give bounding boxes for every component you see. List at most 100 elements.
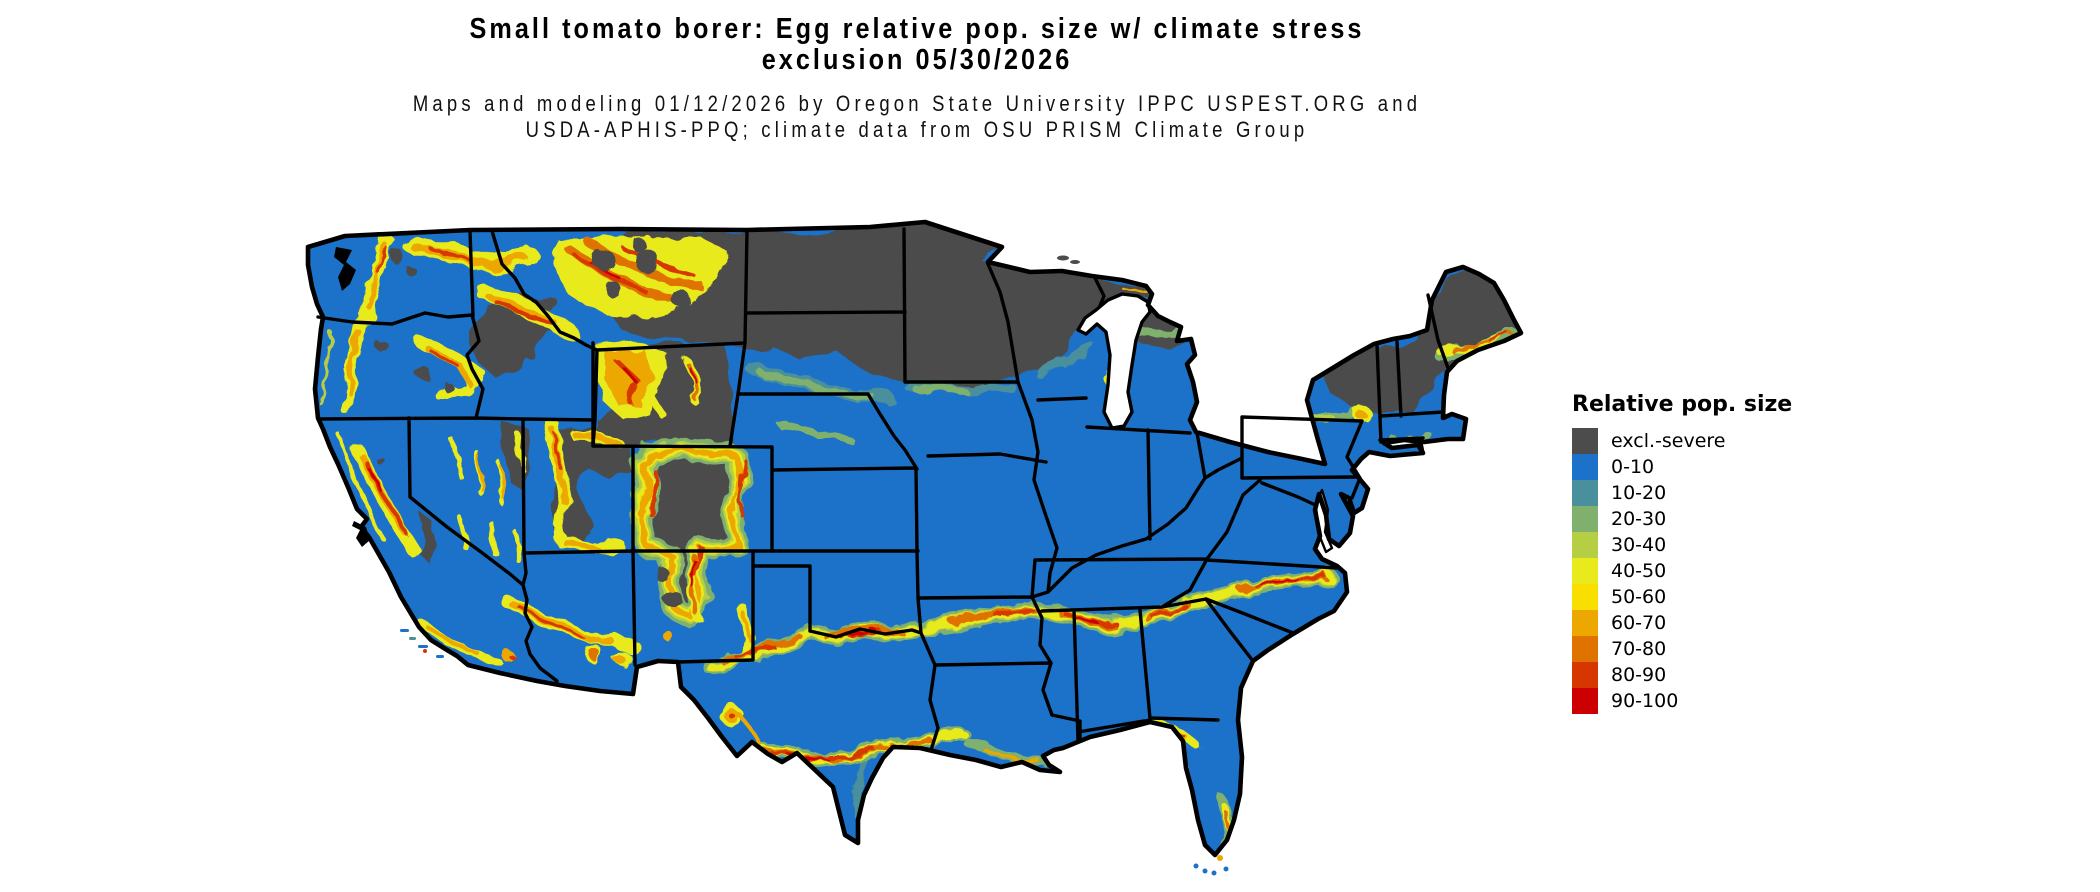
gray-pocket [655, 567, 669, 581]
isle-royale [1057, 255, 1069, 261]
map-title-line1: Small tomato borer: Egg relative pop. si… [469, 13, 1365, 45]
legend-swatch-excl [1572, 428, 1598, 454]
legend-item: 50-60 [1572, 584, 1792, 610]
legend-swatch-b20 [1572, 506, 1598, 532]
fringe-teal-3 [850, 758, 866, 819]
sierra-deepred [368, 468, 384, 494]
legend-title: Relative pop. size [1572, 392, 1793, 417]
yellowstone-deepred [620, 364, 640, 386]
gray-pocket [376, 340, 388, 352]
gray-pocket [442, 381, 452, 391]
idaho-red [494, 300, 558, 328]
san-francisco-bay [352, 521, 370, 547]
yellowstone-orange [603, 350, 655, 405]
gray-pocket [391, 250, 405, 264]
transition-fringe-layer [745, 326, 1433, 819]
gray-pocket [673, 291, 691, 309]
legend-item: 60-70 [1572, 610, 1792, 636]
island-red [423, 649, 427, 653]
subtitle-block: Maps and modeling 01/12/2026 by Oregon S… [0, 91, 1834, 143]
seaz-orange-1 [588, 648, 600, 660]
legend-label: excl.-severe [1611, 430, 1726, 452]
bighorn-deepred [689, 367, 697, 383]
wtx-davis-red [729, 713, 735, 719]
or-orange [346, 327, 360, 395]
gray-pocket [407, 267, 417, 277]
legend-swatch-b60 [1572, 610, 1598, 636]
legend-swatch-b90 [1572, 688, 1598, 714]
wasatch-red [552, 432, 562, 470]
legend-item: 70-80 [1572, 636, 1792, 662]
mogollon-red [518, 606, 582, 637]
gray-white-mtns [420, 512, 437, 564]
legend-label: 40-50 [1611, 560, 1667, 582]
map-subtitle-line1: Maps and modeling 01/12/2026 by Oregon S… [412, 91, 1422, 116]
legend-swatch-b80 [1572, 662, 1598, 688]
maine-red [1490, 332, 1510, 344]
key [1223, 866, 1229, 872]
gray-pocket [490, 318, 514, 342]
gray-pocket [633, 239, 647, 253]
gray-pocket [517, 343, 535, 361]
legend-swatch-b10 [1572, 480, 1598, 506]
socal-orange [426, 626, 480, 656]
legend-swatch-b40 [1572, 558, 1598, 584]
legend-swatch-b70 [1572, 636, 1598, 662]
key [1193, 863, 1199, 869]
legend-swatch-b30 [1572, 532, 1598, 558]
title-block: Small tomato borer: Egg relative pop. si… [0, 14, 1834, 76]
isle-royale-2 [1070, 260, 1080, 264]
florida-keys [1193, 855, 1229, 876]
nv-orange [476, 454, 507, 502]
puget-sound [334, 247, 356, 291]
legend-swatch-b50 [1572, 584, 1598, 610]
gray-pockets-layer [376, 239, 691, 607]
legend-label: 80-90 [1611, 664, 1667, 686]
legend-swatch-b0 [1572, 454, 1598, 480]
gray-pocket [604, 280, 620, 296]
legend-label: 90-100 [1611, 690, 1679, 712]
cacoast-yg [320, 330, 332, 406]
legend-item: 10-20 [1572, 480, 1792, 506]
island [436, 655, 444, 658]
key [1211, 870, 1217, 876]
legend-label: 70-80 [1611, 638, 1667, 660]
wa-casc-orange [366, 241, 387, 309]
gray-pocket [579, 519, 591, 531]
legend-item: 30-40 [1572, 532, 1792, 558]
legend-item: 90-100 [1572, 688, 1792, 714]
island [418, 645, 428, 648]
legend-label: 10-20 [1611, 482, 1667, 504]
lake-michigan [1076, 292, 1152, 430]
island [409, 637, 416, 640]
channel-islands [400, 629, 444, 658]
map-title-line2: exclusion 05/30/2026 [761, 44, 1073, 76]
nm-west-orange [663, 631, 673, 641]
key-orange [1217, 855, 1223, 861]
sangre-deepred [690, 558, 696, 588]
blue-mtns-yellow [415, 336, 484, 400]
island [400, 629, 409, 632]
legend-item: 20-30 [1572, 506, 1792, 532]
gray-pocket [636, 250, 660, 274]
legend-label: 20-30 [1611, 508, 1667, 530]
legend-item: 80-90 [1572, 662, 1792, 688]
seaz-orange-2 [615, 655, 625, 665]
legend-items: excl.-severe 0-10 10-20 20-30 30-40 40-50 50-6… [1572, 428, 1792, 714]
legend-label: 60-70 [1611, 612, 1667, 634]
wa-red [376, 246, 472, 274]
band-lacoast-orange [984, 748, 1042, 764]
legend-label: 50-60 [1611, 586, 1667, 608]
socal-red [509, 654, 515, 660]
map-subtitle-line2: USDA-APHIS-PPQ; climate data from OSU PR… [525, 117, 1309, 142]
gray-pocket [540, 294, 556, 310]
blues-red [430, 350, 460, 368]
gray-utah-ranges [550, 428, 630, 540]
gray-pocket [415, 365, 429, 379]
cacoast-yellow [336, 432, 383, 539]
key [1202, 868, 1208, 874]
legend-label: 0-10 [1611, 456, 1655, 478]
gray-maine-adirondacks [1325, 272, 1515, 415]
